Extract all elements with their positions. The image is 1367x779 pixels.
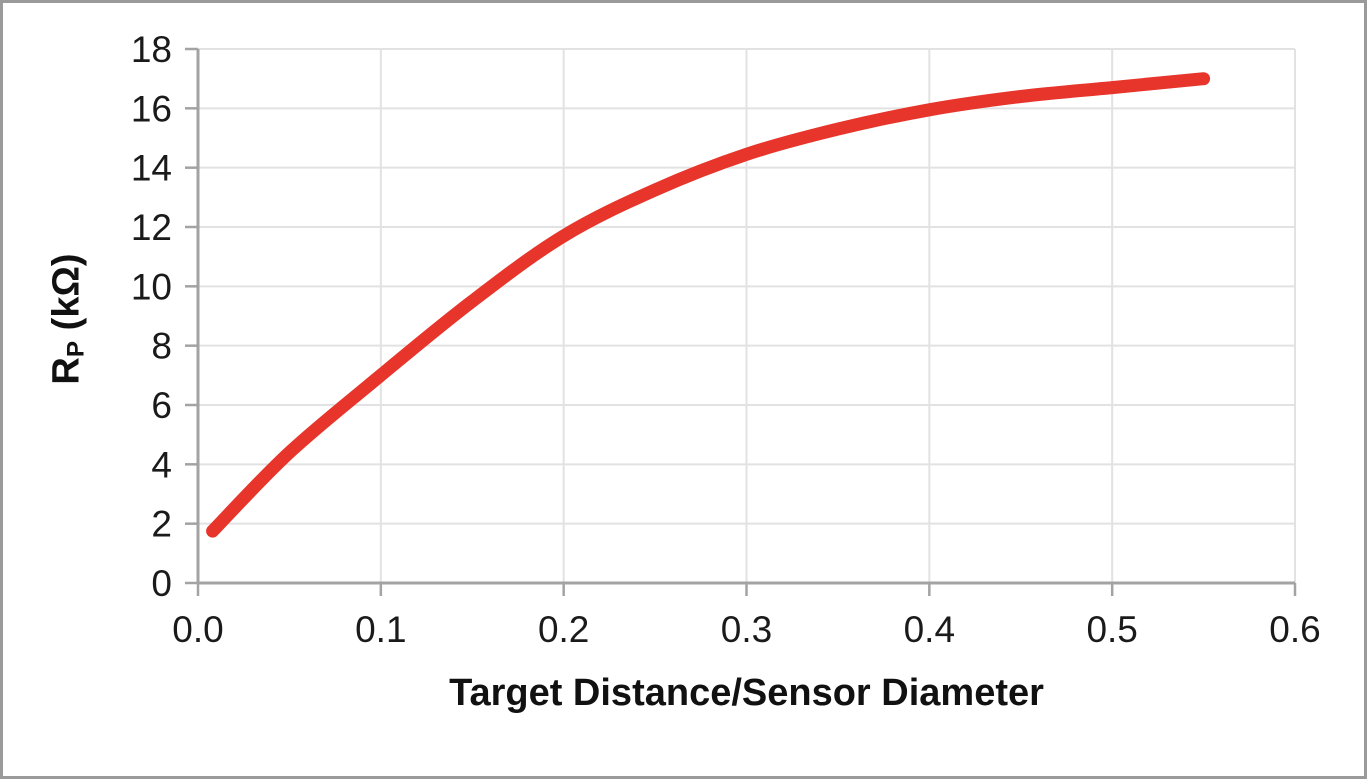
- y-tick-label: 10: [131, 266, 172, 307]
- x-axis-title: Target Distance/Sensor Diameter: [449, 672, 1044, 714]
- x-tick-label: 0.1: [355, 609, 406, 650]
- y-tick-label: 16: [131, 88, 172, 129]
- x-tick-label: 0.0: [172, 609, 223, 650]
- x-tick-label: 0.6: [1269, 609, 1320, 650]
- x-tick-label: 0.4: [904, 609, 955, 650]
- y-tick-label: 8: [151, 326, 172, 367]
- y-tick-label: 2: [151, 504, 172, 545]
- y-axis-title-subscript: P: [62, 340, 90, 358]
- x-tick-label: 0.2: [538, 609, 589, 650]
- y-tick-label: 6: [151, 385, 172, 426]
- y-tick-label: 14: [131, 148, 172, 189]
- x-tick-label: 0.3: [721, 609, 772, 650]
- series-line: [206, 72, 1211, 538]
- y-axis-title: RP (kΩ): [45, 253, 90, 385]
- y-tick-label: 0: [151, 563, 172, 604]
- y-axis-title-symbol: R: [45, 357, 88, 385]
- y-tick-label: 12: [131, 207, 172, 248]
- y-tick-label: 18: [131, 29, 172, 70]
- y-axis-title-unit: (kΩ): [45, 253, 88, 341]
- x-tick-label: 0.5: [1086, 609, 1137, 650]
- y-tick-label: 4: [151, 444, 172, 485]
